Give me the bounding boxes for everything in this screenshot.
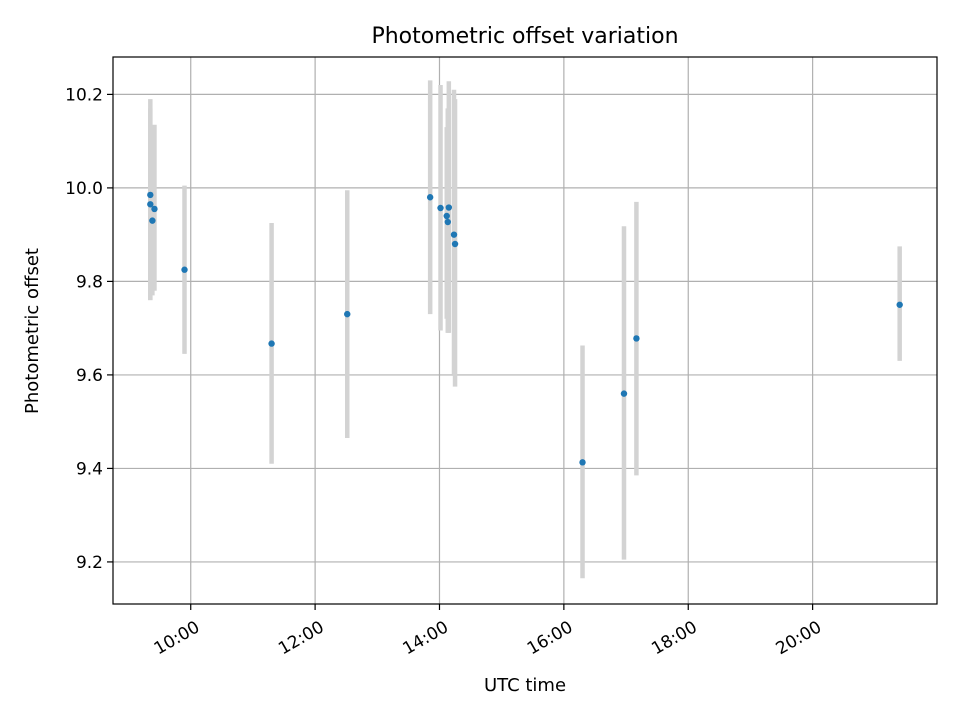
y-tick-label: 10.0 — [65, 179, 103, 199]
errorbars — [148, 80, 902, 579]
data-point — [896, 301, 903, 308]
y-tick-label: 9.6 — [76, 366, 103, 386]
y-tick-label: 9.8 — [76, 272, 103, 292]
data-point — [426, 194, 434, 201]
plot-frame — [112, 56, 938, 605]
data-point — [443, 212, 450, 220]
data-points — [147, 191, 903, 466]
y-tick-label: 9.2 — [76, 553, 103, 573]
data-point — [633, 335, 640, 342]
y-axis-label: Photometric offset — [22, 248, 43, 414]
data-point — [268, 340, 275, 347]
chart-title: Photometric offset variation — [371, 24, 678, 49]
y-tick-label: 10.2 — [65, 85, 103, 105]
x-tick-label: 16:00 — [524, 617, 576, 659]
data-point — [147, 191, 154, 199]
x-tick-label: 12:00 — [275, 617, 327, 659]
data-point — [147, 201, 154, 208]
data-point — [181, 266, 188, 273]
data-point — [620, 390, 628, 397]
data-point — [450, 231, 458, 238]
x-tick-label: 10:00 — [151, 617, 203, 659]
data-point — [445, 204, 453, 211]
data-point — [149, 217, 156, 224]
data-point — [437, 204, 444, 212]
x-tick-label: 18:00 — [648, 617, 700, 659]
y-tick-label: 9.4 — [76, 459, 103, 479]
x-tick-label: 20:00 — [773, 617, 825, 659]
data-point — [444, 218, 451, 226]
data-point — [579, 459, 586, 466]
x-axis-label: UTC time — [484, 675, 566, 696]
data-point — [344, 310, 351, 318]
data-point — [451, 240, 459, 248]
data-point — [151, 205, 158, 213]
x-tick-label: 14:00 — [400, 617, 452, 659]
grid — [113, 57, 937, 604]
